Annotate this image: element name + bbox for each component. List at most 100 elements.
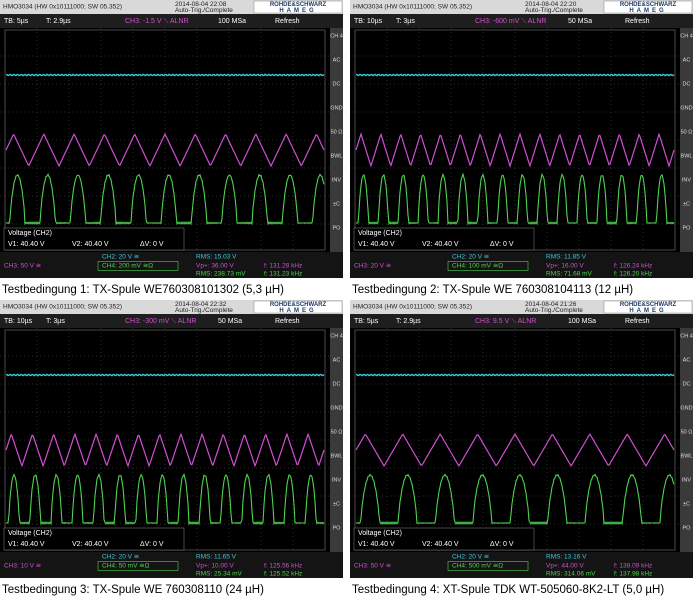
mode: Refresh <box>275 18 300 25</box>
side-menu <box>330 328 343 552</box>
f-ch3: f: 131.28 kHz <box>264 263 302 270</box>
side-menu-item: AC <box>333 57 341 63</box>
status-area <box>0 252 343 278</box>
ch4-scale-box <box>447 261 529 271</box>
side-menu-item: INV <box>332 177 342 183</box>
side-menu-item: 50 Ω <box>331 129 343 135</box>
rms-ch2: RMS: 11.65 V <box>196 554 237 561</box>
scope-panel: HMO3034 (HW 0x10111000; SW 05.352) 2014-0… <box>0 0 343 296</box>
scope-panel: HMO3034 (HW 0x10111000; SW 05.352) 2014-0… <box>350 300 693 596</box>
cursor-dv: ΔV: 0 V <box>490 541 514 548</box>
ch2-trace <box>356 373 675 377</box>
cursor-box <box>353 527 535 551</box>
ch4-scale: CH4: 100 mV ≅Ω <box>452 263 503 270</box>
cursor-box <box>3 527 185 551</box>
model: HMO3034 (HW 0x10111000; SW 05.352) <box>3 4 122 11</box>
caption: Testbedingung 3: TX-Spule WE 760308110 (… <box>2 584 264 596</box>
side-menu-item: BWL <box>681 153 693 159</box>
side-menu <box>680 28 693 252</box>
side-menu-item: AC <box>683 57 691 63</box>
side-menu-item: PO <box>333 525 342 531</box>
status-area <box>350 252 693 278</box>
rms-ch4: RMS: 25.34 mV <box>196 571 243 578</box>
info-bar <box>350 314 693 328</box>
rms-ch2: RMS: 11.85 V <box>546 254 587 261</box>
ch4-scale-box <box>97 261 179 271</box>
cursor-dv: ΔV: 0 V <box>140 241 164 248</box>
logo-top: ROHDE&SCHWARZ <box>620 302 677 308</box>
cursor-dv: ΔV: 0 V <box>490 241 514 248</box>
datetime: 2014-08-04 22:08 <box>175 1 227 8</box>
mode: Refresh <box>275 318 300 325</box>
trigger-status: Auto-Trig./Complete <box>525 7 583 14</box>
cursor-box <box>353 227 535 251</box>
model: HMO3034 (HW 0x10111000; SW 05.352) <box>353 4 472 11</box>
trigger: CH3: -1.5 V ⟍ ALNR <box>125 17 189 25</box>
side-menu-item: ±C <box>683 501 690 507</box>
model: HMO3034 (HW 0x10111000; SW 05.352) <box>3 304 122 311</box>
timebase: TB: 5µs <box>4 18 29 25</box>
cursor-v2: V2: 40.40 V <box>422 241 459 248</box>
sample-rate: 50 MSa <box>568 18 592 25</box>
ch3-scale: CH3: 50 V ≅ <box>354 563 392 570</box>
side-menu-item: CH 4 <box>330 33 343 39</box>
logo-box <box>603 0 693 14</box>
mode: Refresh <box>625 18 650 25</box>
info-bar <box>350 14 693 28</box>
ch2-scale: CH2: 20 V ≅ <box>452 254 490 261</box>
rms-ch4: RMS: 238.73 mV <box>196 271 246 278</box>
caption: Testbedingung 2: TX-Spule WE 76030810411… <box>352 284 633 296</box>
timebase: TB: 5µs <box>354 318 379 325</box>
info-bar <box>0 314 343 328</box>
caption: Testbedingung 4: XT-Spule TDK WT-505060-… <box>352 584 664 596</box>
cursor-box <box>3 227 185 251</box>
trigger-time: T: 3µs <box>396 18 415 25</box>
side-menu-item: CH 4 <box>680 33 693 39</box>
trigger: CH3: -300 mV ⟍ ALNR <box>125 317 196 325</box>
sample-rate: 100 MSa <box>218 18 246 25</box>
f-ch4: f: 137.98 kHz <box>614 571 652 578</box>
vp: Vp+: 44.00 V <box>546 563 584 570</box>
side-menu-item: BWL <box>331 453 343 459</box>
cursor-v1: V1: 40.40 V <box>358 241 395 248</box>
scope-panel: HMO3034 (HW 0x10111000; SW 05.352) 2014-0… <box>350 0 693 296</box>
side-menu-item: 50 Ω <box>331 429 343 435</box>
side-menu <box>680 328 693 552</box>
ch2-scale: CH2: 20 V ≅ <box>102 554 140 561</box>
datetime: 2014-08-04 21:26 <box>525 301 577 308</box>
logo-top: ROHDE&SCHWARZ <box>270 302 327 308</box>
cursor-v1: V1: 40.40 V <box>8 241 45 248</box>
info-bar <box>0 14 343 28</box>
side-menu-item: 50 Ω <box>681 429 693 435</box>
logo-bottom: HAMEG <box>629 8 666 14</box>
side-menu-item: INV <box>682 177 692 183</box>
side-menu-item: DC <box>333 381 341 387</box>
side-menu-item: BWL <box>331 153 343 159</box>
ch2-trace <box>6 373 325 377</box>
side-menu-item: GND <box>330 105 342 111</box>
logo-bottom: HAMEG <box>279 308 316 314</box>
logo-box <box>253 300 343 314</box>
ch4-scale-box <box>97 561 179 571</box>
ch3-scale: CH3: 50 V ≅ <box>4 263 42 270</box>
f-ch4: f: 125.52 kHz <box>264 571 302 578</box>
logo-top: ROHDE&SCHWARZ <box>620 2 677 8</box>
side-menu-item: AC <box>333 357 341 363</box>
trigger: CH3: 9.5 V ⟍ ALNR <box>475 317 536 325</box>
side-menu-item: PO <box>683 525 692 531</box>
cursor-v2: V2: 40.40 V <box>72 541 109 548</box>
ch4-trace <box>355 172 675 226</box>
side-menu-item: 50 Ω <box>681 129 693 135</box>
model: HMO3034 (HW 0x10111000; SW 05.352) <box>353 304 472 311</box>
side-menu-item: BWL <box>681 453 693 459</box>
side-menu-item: DC <box>683 381 691 387</box>
ch2-scale: CH2: 20 V ≅ <box>452 554 490 561</box>
sample-rate: 100 MSa <box>568 318 596 325</box>
ch2-trace <box>356 73 675 77</box>
ch4-scale: CH4: 500 mV ≅Ω <box>452 563 503 570</box>
side-menu-item: DC <box>333 81 341 87</box>
timebase: TB: 10µs <box>4 318 33 325</box>
cursor-title: Voltage (CH2) <box>358 530 402 537</box>
trigger-time: T: 3µs <box>46 318 65 325</box>
trigger-status: Auto-Trig./Complete <box>525 307 583 314</box>
